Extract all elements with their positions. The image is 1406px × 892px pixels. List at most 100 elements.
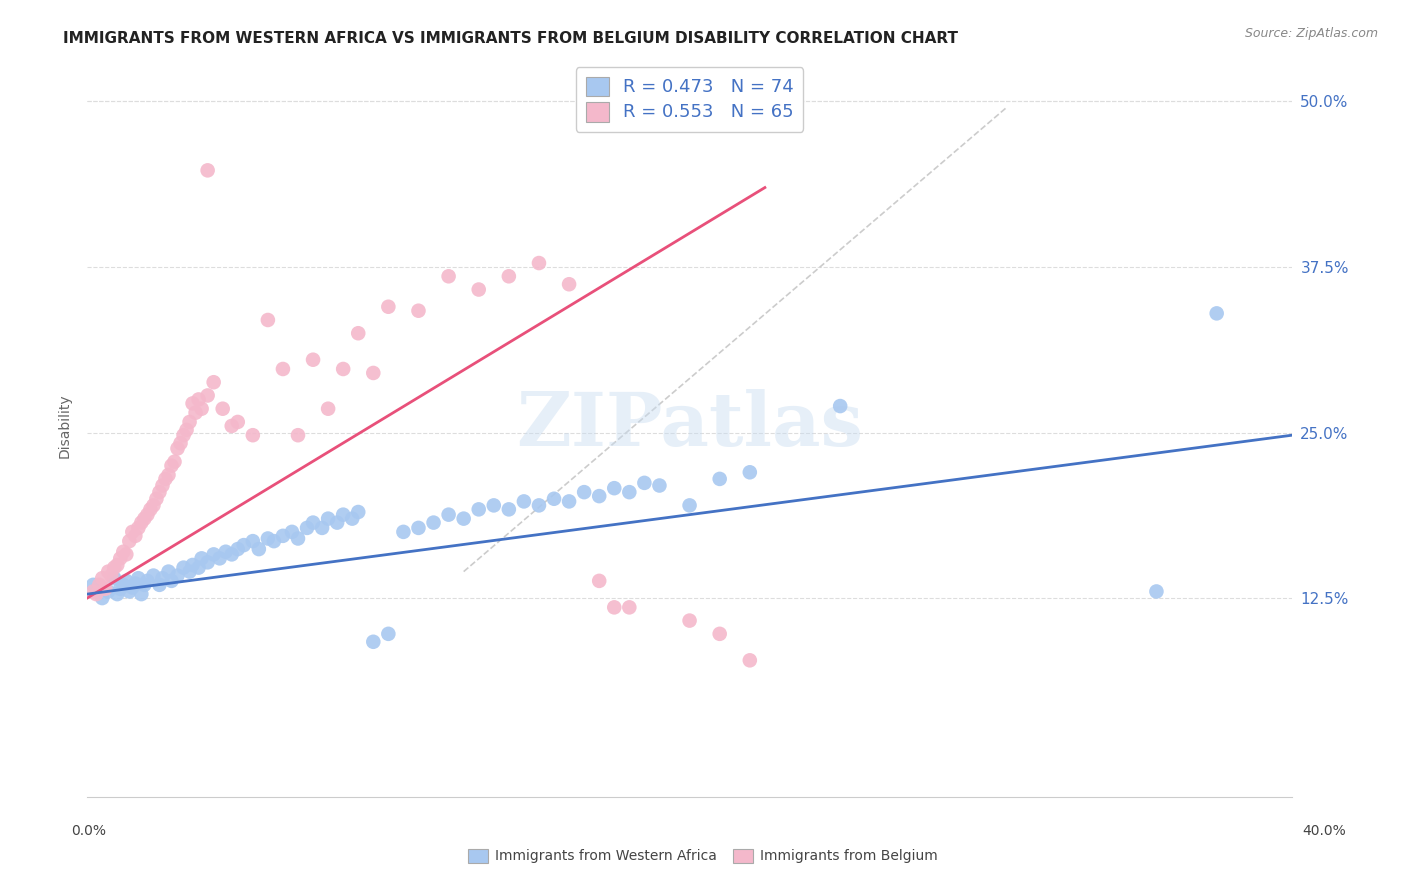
- Point: [242, 534, 264, 549]
- Point: [160, 574, 183, 588]
- Point: [242, 428, 264, 442]
- Point: [163, 455, 186, 469]
- Point: [152, 478, 174, 492]
- Point: [112, 578, 135, 592]
- Point: [89, 578, 111, 592]
- Point: [1205, 306, 1227, 320]
- Point: [482, 499, 505, 513]
- Point: [332, 362, 354, 376]
- Point: [287, 428, 309, 442]
- Text: 0.0%: 0.0%: [72, 824, 105, 838]
- Point: [619, 485, 641, 500]
- Point: [145, 491, 167, 506]
- Point: [112, 545, 135, 559]
- Point: [326, 516, 349, 530]
- Point: [572, 485, 595, 500]
- Point: [142, 499, 165, 513]
- Point: [422, 516, 444, 530]
- Point: [619, 600, 641, 615]
- Point: [316, 401, 339, 416]
- Point: [377, 627, 399, 641]
- Point: [105, 558, 128, 572]
- Point: [148, 485, 170, 500]
- Point: [181, 396, 204, 410]
- Point: [558, 494, 581, 508]
- Point: [633, 475, 655, 490]
- Point: [221, 419, 243, 434]
- Point: [134, 578, 156, 592]
- Point: [115, 574, 138, 588]
- Point: [211, 401, 233, 416]
- Point: [110, 582, 132, 596]
- Point: [184, 406, 207, 420]
- Point: [176, 423, 198, 437]
- Point: [363, 634, 385, 648]
- Point: [226, 415, 249, 429]
- Point: [190, 551, 212, 566]
- Point: [202, 548, 225, 562]
- Point: [247, 542, 270, 557]
- Point: [287, 532, 309, 546]
- Point: [603, 481, 626, 495]
- Point: [127, 571, 149, 585]
- Point: [187, 560, 209, 574]
- Point: [173, 560, 195, 574]
- Point: [103, 571, 125, 585]
- Point: [392, 524, 415, 539]
- Point: [332, 508, 354, 522]
- Point: [166, 568, 188, 582]
- Point: [527, 256, 550, 270]
- Legend: Immigrants from Western Africa, Immigrants from Belgium: Immigrants from Western Africa, Immigran…: [463, 843, 943, 869]
- Point: [709, 627, 731, 641]
- Point: [179, 415, 201, 429]
- Y-axis label: Disability: Disability: [58, 393, 72, 458]
- Point: [139, 502, 162, 516]
- Point: [437, 508, 460, 522]
- Point: [169, 436, 191, 450]
- Point: [118, 534, 141, 549]
- Point: [453, 511, 475, 525]
- Text: 40.0%: 40.0%: [1302, 824, 1347, 838]
- Point: [1146, 584, 1168, 599]
- Point: [142, 568, 165, 582]
- Point: [738, 465, 761, 479]
- Point: [187, 392, 209, 407]
- Point: [377, 300, 399, 314]
- Point: [558, 277, 581, 292]
- Point: [173, 428, 195, 442]
- Point: [648, 478, 671, 492]
- Point: [121, 524, 143, 539]
- Point: [498, 269, 520, 284]
- Point: [408, 303, 430, 318]
- Point: [82, 584, 104, 599]
- Point: [342, 511, 364, 525]
- Point: [91, 571, 114, 585]
- Point: [208, 551, 231, 566]
- Point: [197, 388, 219, 402]
- Point: [215, 545, 238, 559]
- Point: [160, 458, 183, 473]
- Point: [179, 565, 201, 579]
- Point: [124, 576, 146, 591]
- Point: [157, 565, 180, 579]
- Point: [316, 511, 339, 525]
- Point: [127, 521, 149, 535]
- Point: [311, 521, 333, 535]
- Point: [232, 538, 254, 552]
- Point: [221, 548, 243, 562]
- Point: [543, 491, 565, 506]
- Point: [271, 529, 294, 543]
- Point: [513, 494, 536, 508]
- Point: [302, 516, 325, 530]
- Point: [263, 534, 285, 549]
- Point: [148, 578, 170, 592]
- Point: [202, 376, 225, 390]
- Point: [136, 508, 159, 522]
- Point: [467, 502, 489, 516]
- Point: [100, 568, 122, 582]
- Point: [91, 591, 114, 605]
- Point: [830, 399, 852, 413]
- Point: [347, 326, 370, 341]
- Point: [197, 163, 219, 178]
- Point: [157, 467, 180, 482]
